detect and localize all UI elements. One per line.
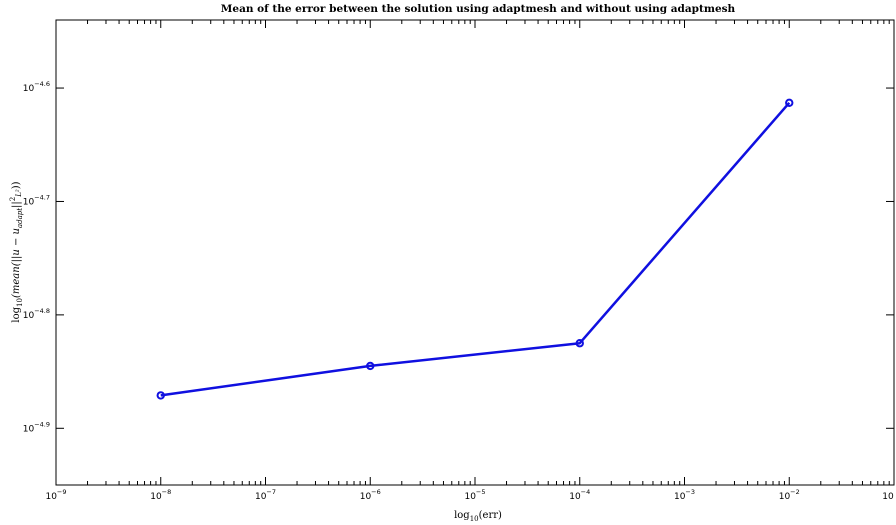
x-tick-label: 10−8 — [150, 488, 171, 502]
data-point — [575, 339, 584, 348]
x-minor-ticks — [87, 20, 890, 485]
x-tick-label: 10−6 — [360, 488, 381, 502]
y-tick-label: 10−4.6 — [23, 80, 50, 94]
y-major-ticks — [56, 87, 894, 429]
y-tick-label: 10−4.7 — [23, 193, 50, 207]
plot-area — [55, 19, 895, 486]
series-error-mean — [156, 98, 794, 400]
x-axis-label: log10(err) — [454, 510, 502, 523]
x-tick-label: 10−5 — [464, 488, 485, 502]
series-line — [160, 101, 791, 397]
y-tick-label: 10−4.8 — [23, 307, 50, 321]
data-point — [156, 391, 165, 400]
x-tick-label: 10−9 — [45, 488, 66, 502]
data-point — [366, 361, 375, 371]
data-point — [785, 98, 794, 107]
y-axis-label: log10(mean(||u − uadapt||2L²)) — [9, 181, 24, 322]
x-tick-label: 10−3 — [674, 488, 695, 502]
x-tick-label: 10−2 — [779, 488, 800, 502]
x-tick-label: 10−7 — [255, 488, 276, 502]
chart-title: Mean of the error between the solution u… — [221, 3, 736, 15]
x-tick-label: 10−4 — [569, 488, 590, 502]
y-tick-labels: 10−4.6 10−4.7 10−4.8 10−4.9 — [23, 80, 50, 434]
x-tick-label: 10 — [882, 492, 894, 502]
y-tick-label: 10−4.9 — [23, 420, 50, 434]
x-major-ticks — [55, 20, 895, 485]
x-tick-labels: 10−9 10−8 10−7 10−6 10−5 10−4 10−3 10−2 10 — [45, 488, 894, 502]
